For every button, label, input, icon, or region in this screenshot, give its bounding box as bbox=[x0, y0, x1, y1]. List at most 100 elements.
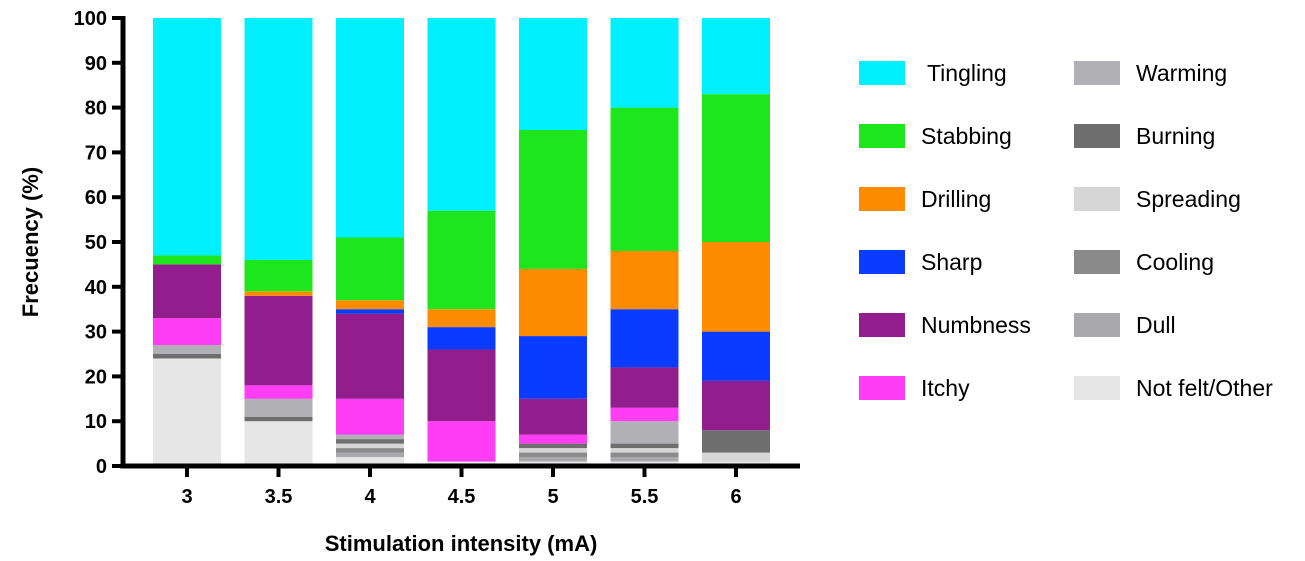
bar-segment-3-numbness bbox=[153, 264, 221, 319]
legend: Tingling Stabbing Drilling Sharp Numbness Itc… bbox=[859, 60, 1273, 401]
bar-segment-6-numbness bbox=[702, 380, 770, 431]
bar-segment-5_5-dull bbox=[610, 457, 679, 462]
x-tick-label: 3 bbox=[181, 486, 192, 508]
bar-segment-3_5-warming bbox=[244, 398, 313, 417]
legend-swatch bbox=[859, 61, 905, 85]
legend-swatch bbox=[1074, 376, 1120, 400]
bar-segment-6-drilling bbox=[702, 242, 770, 332]
legend-item: Spreading bbox=[1074, 186, 1241, 212]
bar-segment-4-sharp bbox=[336, 309, 404, 314]
x-tick-label: 5.5 bbox=[631, 486, 659, 508]
legend-label: Spreading bbox=[1136, 186, 1241, 212]
y-tick-label: 100 bbox=[74, 8, 107, 30]
bar-segment-6-sharp bbox=[702, 331, 770, 381]
legend-swatch bbox=[1074, 313, 1120, 337]
bar-segment-4-cooling bbox=[336, 448, 404, 453]
legend-swatch bbox=[1074, 250, 1120, 274]
x-tick-label: 3.5 bbox=[265, 486, 293, 508]
bar-segment-4-dull bbox=[336, 452, 404, 458]
bar-segment-5_5-drilling bbox=[610, 250, 679, 310]
legend-swatch bbox=[859, 187, 905, 211]
bar-segment-5_5-numbness bbox=[610, 367, 679, 408]
bar-segment-4_5-numbness bbox=[427, 349, 496, 422]
bar-segment-3-stabbing bbox=[153, 255, 221, 265]
bar-segment-5-sharp bbox=[519, 336, 587, 399]
bar-segment-5_5-burning bbox=[610, 443, 679, 449]
bar-segment-4-stabbing bbox=[336, 237, 404, 301]
legend-item: Sharp bbox=[859, 249, 982, 275]
bar-segment-3_5-not-felt-other bbox=[244, 421, 313, 466]
bar-segment-3_5-tingling bbox=[244, 18, 313, 260]
bar-segment-4_5-drilling bbox=[427, 309, 496, 328]
legend-swatch bbox=[859, 376, 905, 400]
y-tick-label: 0 bbox=[96, 456, 107, 478]
bar-segment-3_5-burning bbox=[244, 416, 313, 422]
bar-segment-6-burning bbox=[702, 430, 770, 453]
y-tick-label: 70 bbox=[85, 142, 107, 164]
legend-item: Itchy bbox=[859, 375, 970, 401]
legend-label: Cooling bbox=[1136, 249, 1214, 275]
bar-segment-4-warming bbox=[336, 434, 404, 440]
bar-segment-3-not-felt-other bbox=[153, 358, 221, 466]
bar-segment-5-spreading bbox=[519, 448, 587, 453]
bar-segment-4-tingling bbox=[336, 18, 404, 238]
y-tick-label: 90 bbox=[85, 53, 107, 75]
bar-segment-3_5-numbness bbox=[244, 295, 313, 386]
bar-segment-4_5-itchy bbox=[427, 421, 496, 462]
bar-segment-6-tingling bbox=[702, 18, 770, 95]
bars-group bbox=[153, 18, 770, 466]
y-tick-label: 20 bbox=[85, 366, 107, 388]
y-tick-label: 40 bbox=[85, 277, 107, 299]
bar-segment-5-cooling bbox=[519, 452, 587, 458]
bar-segment-5_5-stabbing bbox=[610, 107, 679, 251]
legend-item: Burning bbox=[1074, 123, 1215, 149]
bar-segment-5_5-cooling bbox=[610, 452, 679, 458]
legend-label: Stabbing bbox=[921, 123, 1012, 149]
bar-segment-5-tingling bbox=[519, 18, 587, 130]
legend-label: Drilling bbox=[921, 186, 991, 212]
legend-label: Itchy bbox=[921, 375, 970, 401]
bar-segment-5-itchy bbox=[519, 434, 587, 444]
legend-swatch bbox=[1074, 187, 1120, 211]
bar-segment-4-itchy bbox=[336, 398, 404, 435]
legend-item: Not felt/Other bbox=[1074, 375, 1273, 401]
y-tick-label: 80 bbox=[85, 98, 107, 120]
bar-segment-5_5-warming bbox=[610, 421, 679, 444]
y-tick-label: 60 bbox=[85, 187, 107, 209]
bar-segment-4_5-tingling bbox=[427, 18, 496, 211]
bar-segment-4-spreading bbox=[336, 443, 404, 449]
x-tick-label: 4 bbox=[364, 486, 376, 508]
bar-segment-5_5-tingling bbox=[610, 18, 679, 108]
bar-segment-3-warming bbox=[153, 345, 221, 354]
legend-label: Warming bbox=[1136, 60, 1227, 86]
bar-segment-3_5-stabbing bbox=[244, 259, 313, 292]
legend-label: Tingling bbox=[921, 60, 1007, 86]
x-axis-title: Stimulation intensity (mA) bbox=[325, 531, 598, 556]
bar-segment-5_5-sharp bbox=[610, 309, 679, 368]
bar-segment-3-tingling bbox=[153, 18, 221, 256]
y-tick-label: 30 bbox=[85, 322, 107, 344]
y-tick-label: 10 bbox=[85, 411, 107, 433]
bar-segment-6-spreading bbox=[702, 452, 770, 462]
y-ticks-group: 0 10 20 30 40 50 60 70 80 90 100 bbox=[74, 8, 123, 478]
y-axis-title: Frecuency (%) bbox=[18, 167, 43, 317]
legend-label: Sharp bbox=[921, 249, 982, 275]
legend-swatch bbox=[859, 124, 905, 148]
legend-label: Burning bbox=[1136, 123, 1215, 149]
legend-swatch bbox=[859, 250, 905, 274]
bar-segment-4-burning bbox=[336, 439, 404, 444]
bar-segment-3-itchy bbox=[153, 318, 221, 346]
x-tick-label: 6 bbox=[730, 486, 741, 508]
x-tick-label: 4.5 bbox=[448, 486, 476, 508]
legend-label: Dull bbox=[1136, 312, 1176, 338]
legend-item: Tingling bbox=[859, 60, 1007, 86]
legend-swatch bbox=[859, 313, 905, 337]
legend-item: Numbness bbox=[859, 312, 1031, 338]
x-ticks-group: 3 3.5 4 4.5 5 5.5 6 bbox=[181, 466, 742, 508]
x-tick-label: 5 bbox=[547, 486, 558, 508]
bar-segment-4-not-felt-other bbox=[336, 457, 404, 466]
legend-item: Dull bbox=[1074, 312, 1176, 338]
bar-segment-5-burning bbox=[519, 443, 587, 449]
legend-swatch bbox=[1074, 124, 1120, 148]
legend-item: Cooling bbox=[1074, 249, 1214, 275]
